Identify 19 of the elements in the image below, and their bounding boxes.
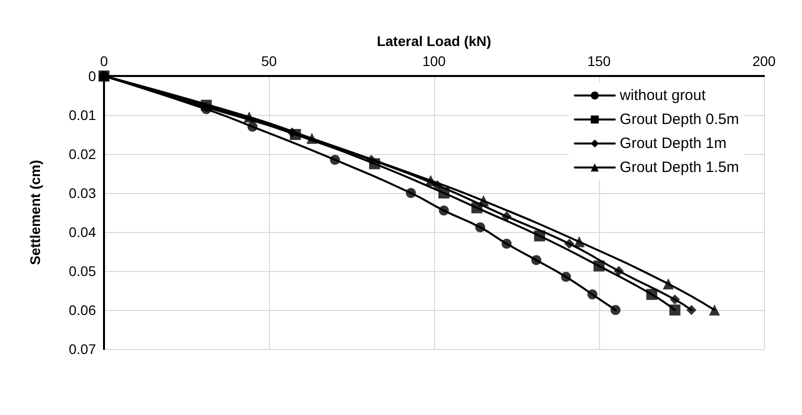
y-tick-label: 0.05 (68, 263, 96, 279)
y-tick-label: 0.02 (68, 146, 96, 162)
legend-label: without grout (618, 87, 706, 104)
y-tick-label: 0.06 (68, 302, 96, 318)
x-tick-label: 0 (100, 53, 108, 69)
legend-label: Grout Depth 1.5m (620, 159, 740, 176)
legend-label: Grout Depth 0.5m (620, 111, 740, 128)
y-tick-label: 0 (88, 68, 96, 84)
x-tick-label: 200 (752, 53, 776, 69)
x-tick-label: 150 (587, 53, 611, 69)
y-tick-label: 0.03 (68, 185, 96, 201)
legend-label: Grout Depth 1m (620, 135, 726, 152)
y-tick-label: 0.07 (68, 341, 96, 357)
y-tick-label: 0.04 (68, 224, 96, 240)
x-tick-label: 50 (261, 53, 277, 69)
y-axis-title: Settlement (cm) (27, 160, 43, 266)
y-tick-label: 0.01 (68, 107, 96, 123)
x-axis-title: Lateral Load (kN) (376, 33, 492, 49)
x-tick-label: 100 (422, 53, 446, 69)
